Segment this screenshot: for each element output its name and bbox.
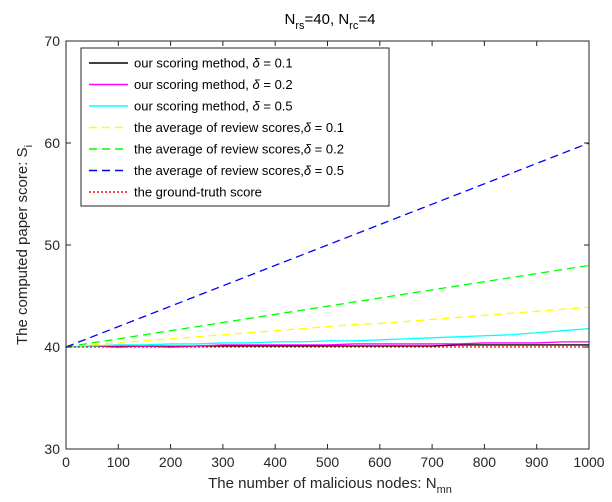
legend-label-4: the average of review scores,δ = 0.1 <box>134 120 344 135</box>
y-tick-label: 30 <box>44 441 60 457</box>
y-axis-label: The computed paper score: Si <box>14 145 35 345</box>
chart-title: Nrs=40, Nrc=4 <box>285 11 376 32</box>
legend-box <box>80 47 390 207</box>
legend-label-1: our scoring method, δ = 0.1 <box>134 56 293 71</box>
x-tick-label: 300 <box>211 454 235 470</box>
x-axis: 0 100 200 300 400 500 600 700 800 900 1000 <box>62 41 605 470</box>
x-tick-label: 600 <box>368 454 392 470</box>
x-tick-label: 1000 <box>573 454 604 470</box>
legend-label-3: our scoring method, δ = 0.5 <box>134 99 293 114</box>
series-line-3 <box>65 327 590 348</box>
x-tick-label: 900 <box>525 454 549 470</box>
y-tick-label: 70 <box>44 33 60 49</box>
x-tick-label: 500 <box>316 454 340 470</box>
plot-lines <box>65 142 590 348</box>
series-line-5 <box>65 264 590 348</box>
y-tick-label: 50 <box>44 237 60 253</box>
legend-label-2: our scoring method, δ = 0.2 <box>134 77 293 92</box>
x-tick-label: 700 <box>420 454 444 470</box>
chart-legend: our scoring method, δ = 0.1 our scoring m… <box>80 47 390 207</box>
series-line-6 <box>65 142 590 348</box>
series-line-2 <box>65 341 589 348</box>
legend-label-5: the average of review scores,δ = 0.2 <box>134 142 344 157</box>
legend-items: our scoring method, δ = 0.1 our scoring m… <box>89 56 344 200</box>
x-tick-label: 400 <box>264 454 288 470</box>
y-axis: 30 40 50 60 70 <box>44 33 589 457</box>
x-axis-label: The number of malicious nodes: Nmn <box>208 475 452 496</box>
y-tick-label: 60 <box>44 135 60 151</box>
legend-label-7: the ground-truth score <box>134 185 262 200</box>
x-tick-label: 200 <box>159 454 183 470</box>
y-tick-label: 40 <box>44 339 60 355</box>
series-line-4 <box>65 306 590 348</box>
x-tick-label: 100 <box>107 454 131 470</box>
x-tick-label: 0 <box>62 454 70 470</box>
x-tick-label: 800 <box>473 454 497 470</box>
legend-label-6: the average of review scores,δ = 0.5 <box>134 163 344 178</box>
